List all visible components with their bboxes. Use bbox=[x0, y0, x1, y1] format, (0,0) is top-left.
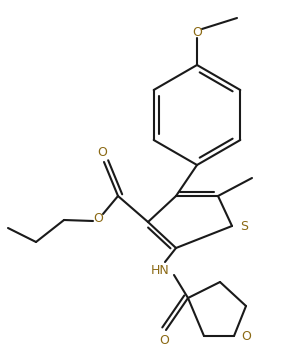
Text: O: O bbox=[192, 26, 202, 39]
Text: HN: HN bbox=[151, 264, 169, 276]
Text: O: O bbox=[159, 333, 169, 346]
Text: O: O bbox=[241, 329, 251, 342]
Text: O: O bbox=[97, 147, 107, 159]
Text: O: O bbox=[93, 211, 103, 225]
Text: S: S bbox=[240, 220, 248, 233]
